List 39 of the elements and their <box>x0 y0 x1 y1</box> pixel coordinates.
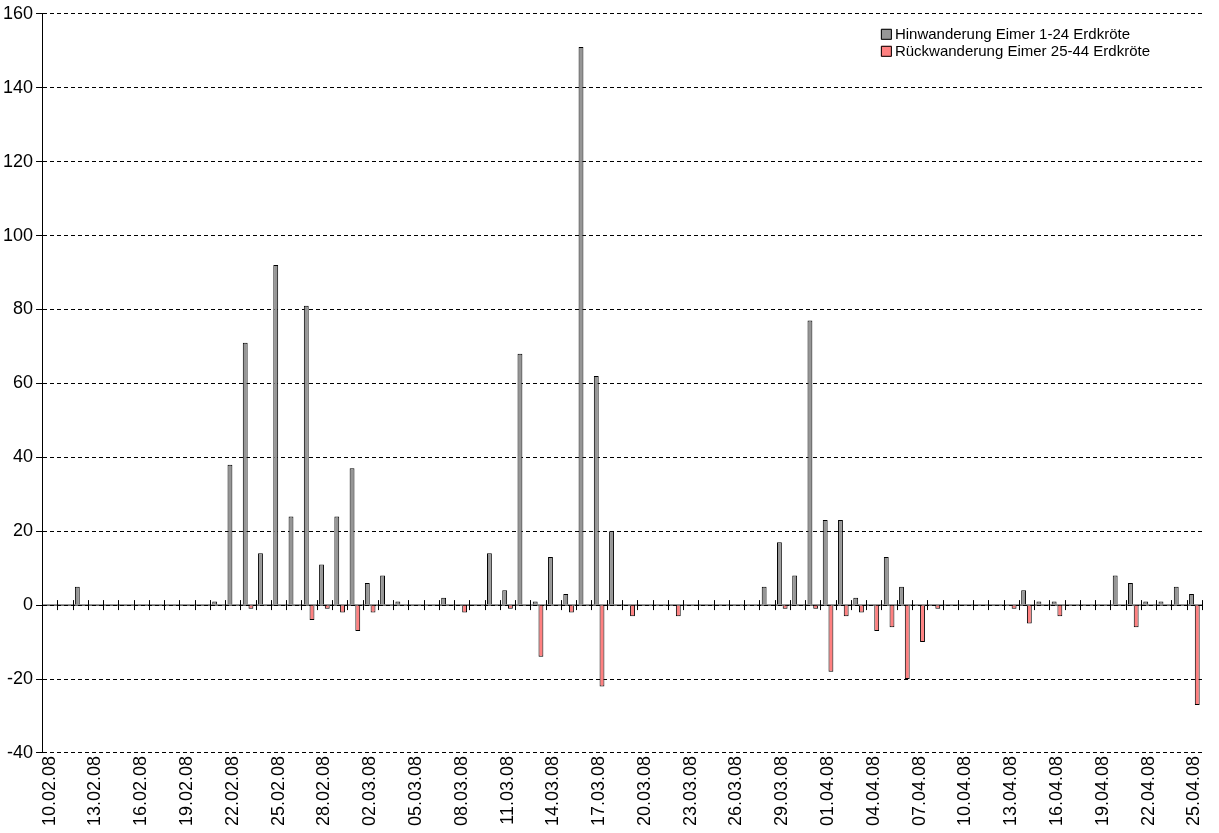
x-tick-label: 10.02.08 <box>38 755 59 827</box>
x-tick-label: 22.02.08 <box>221 755 242 827</box>
x-tick-label: 10.04.08 <box>954 755 975 827</box>
x-tick-label: 13.02.08 <box>84 755 105 827</box>
y-tick-label: 100 <box>2 224 34 245</box>
x-tick-label: 13.04.08 <box>1000 755 1021 827</box>
y-tick-label: -40 <box>7 741 34 762</box>
x-tick-label: 11.03.08 <box>496 755 517 825</box>
x-tick-label: 25.02.08 <box>267 755 288 827</box>
x-tick-label: 17.03.08 <box>588 755 609 827</box>
x-tick-label: 19.02.08 <box>176 755 196 827</box>
x-tick-label: 07.04.08 <box>908 755 929 827</box>
x-tick-label: 25.04.08 <box>1183 755 1204 827</box>
y-tick-label: 80 <box>13 298 34 319</box>
y-tick-label: 120 <box>2 150 34 171</box>
x-tick-label: 19.04.08 <box>1091 755 1112 827</box>
x-tick-label: 29.03.08 <box>771 755 792 827</box>
y-tick-label: 20 <box>13 520 34 541</box>
x-tick-label: 01.04.08 <box>817 755 838 827</box>
x-tick-label: 16.04.08 <box>1045 755 1066 827</box>
x-tick-label: 05.03.08 <box>404 755 425 827</box>
x-tick-label: 23.03.08 <box>679 755 700 827</box>
y-tick-label: 140 <box>2 76 34 97</box>
x-tick-label: 04.04.08 <box>862 755 883 827</box>
y-tick-label: 40 <box>13 446 34 467</box>
x-tick-label: 20.03.08 <box>633 755 654 827</box>
x-tick-label: 02.03.08 <box>359 755 380 827</box>
legend-label: Rückwanderung Eimer 25-44 Erdkröte <box>894 41 1151 59</box>
x-tick-label: 08.03.08 <box>450 755 471 827</box>
x-tick-label: 16.02.08 <box>130 755 151 827</box>
y-tick-label: 160 <box>2 2 34 23</box>
x-tick-label: 22.04.08 <box>1137 755 1158 827</box>
x-tick-label: 26.03.08 <box>725 755 746 827</box>
y-tick-label: 60 <box>13 372 34 393</box>
y-tick-label: -20 <box>7 667 34 688</box>
x-tick-label: 14.03.08 <box>542 755 563 827</box>
x-tick-label: 28.02.08 <box>313 755 334 827</box>
y-tick-label: 0 <box>23 594 34 615</box>
legend-label: Hinwanderung Eimer 1-24 Erdkröte <box>894 24 1131 42</box>
